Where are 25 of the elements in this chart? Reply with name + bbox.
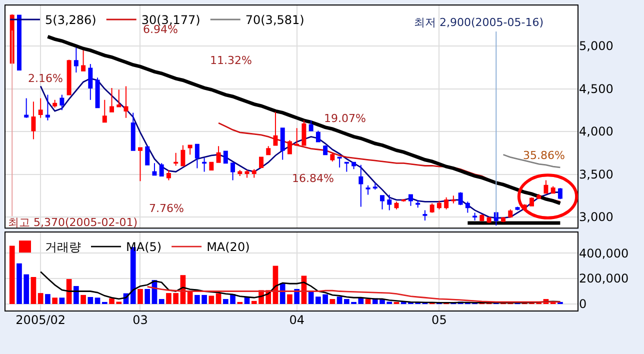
legend-label: 70(3,581)	[245, 13, 304, 28]
x-tick-label: 2005/02	[16, 313, 66, 327]
x-tick-label: 03	[132, 313, 148, 327]
legend-label: 거래량	[45, 240, 81, 254]
y-tick-label: 4,500	[579, 82, 614, 96]
annotation: 2.16%	[28, 72, 63, 85]
annotation: 11.32%	[210, 54, 252, 67]
legend-label: MA(20)	[206, 240, 250, 254]
legend-label: 5(3,286)	[45, 13, 96, 28]
annotation: 7.76%	[149, 202, 184, 215]
annotation: 16.84%	[292, 172, 334, 185]
y-tick-label: 0	[579, 297, 587, 312]
annotation: 19.07%	[324, 112, 366, 125]
legend-label: MA(5)	[126, 240, 162, 254]
annotation: 35.86%	[523, 149, 565, 162]
x-tick-label: 04	[289, 313, 304, 327]
y-tick-label: 200,000	[579, 272, 629, 286]
y-tick-label: 3,000	[579, 210, 614, 224]
y-tick-label: 5,000	[579, 39, 614, 54]
x-tick-label: 05	[432, 313, 447, 327]
annotation: 최저 2,900(2005-05-16)	[414, 16, 544, 29]
y-tick-label: 400,000	[579, 246, 629, 260]
annotation: 최고 5,370(2005-02-01)	[8, 216, 138, 229]
y-tick-label: 4,000	[579, 124, 614, 139]
y-tick-label: 3,500	[579, 167, 614, 182]
